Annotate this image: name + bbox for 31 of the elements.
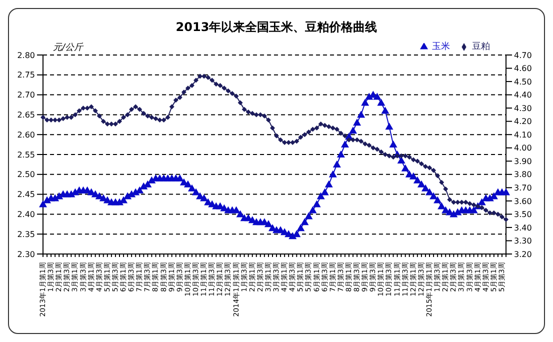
y-tick-label: 2.60 (17, 130, 35, 140)
y-tick-label: 2.45 (17, 190, 35, 200)
y-tick-label: 2.80 (17, 50, 35, 60)
y2-tick-label: 4.00 (514, 144, 532, 153)
y2-tick-label: 3.20 (514, 250, 532, 259)
y-axis-title: 元/公斤 (53, 42, 84, 54)
y-tick-label: 2.55 (17, 150, 35, 160)
legend-label: 玉米 (432, 42, 450, 52)
y-tick-label: 2.70 (17, 90, 35, 100)
y-tick-label: 2.40 (17, 210, 35, 220)
y2-tick-label: 3.80 (514, 170, 532, 180)
legend-label: 豆粕 (472, 42, 490, 52)
y-tick-label: 2.30 (17, 250, 35, 259)
y2-tick-label: 3.30 (514, 236, 532, 246)
y-tick-label: 2.75 (17, 70, 35, 80)
y2-tick-label: 4.60 (514, 64, 532, 74)
y2-tick-label: 4.30 (514, 104, 532, 113)
y2-tick-label: 4.20 (514, 117, 532, 126)
y2-tick-label: 3.90 (514, 156, 532, 166)
y-tick-label: 2.65 (17, 110, 35, 120)
y2-tick-label: 4.10 (514, 130, 532, 140)
y2-tick-label: 3.70 (514, 184, 532, 193)
y2-tick-label: 4.50 (514, 77, 532, 86)
y2-tick-label: 3.60 (514, 196, 532, 206)
y-tick-label: 2.35 (17, 230, 35, 239)
y-tick-label: 2.50 (17, 170, 35, 180)
y2-tick-label: 3.40 (514, 223, 532, 232)
y2-tick-label: 4.40 (514, 90, 532, 100)
chart-title: 2013年以来全国玉米、豆粕价格曲线 (174, 19, 378, 36)
y2-tick-label: 4.70 (514, 50, 532, 60)
y2-tick-label: 3.50 (514, 210, 532, 220)
